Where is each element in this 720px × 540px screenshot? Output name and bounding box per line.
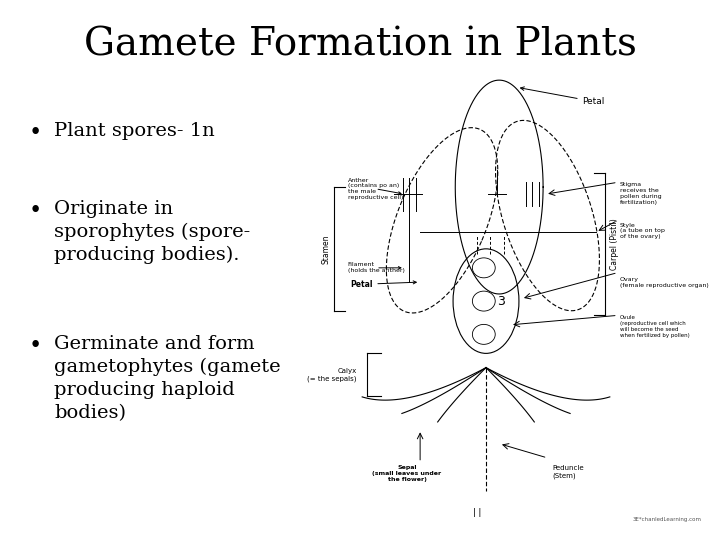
Text: Ovule
(reproductive cell which
will become the seed
when fertilized by pollen): Ovule (reproductive cell which will beco… [620,315,690,338]
Text: Gamete Formation in Plants: Gamete Formation in Plants [84,27,636,64]
Text: Filament
(holds the anther): Filament (holds the anther) [348,262,405,273]
Text: 3E*chanledLearning.com: 3E*chanledLearning.com [632,517,701,522]
Text: Originate in
sporophytes (spore-
producing bodies).: Originate in sporophytes (spore- produci… [54,200,251,264]
Text: Sepal
(small leaves under
the flower): Sepal (small leaves under the flower) [372,465,441,482]
Text: Stamen: Stamen [321,234,330,264]
Text: Calyx
(= the sepals): Calyx (= the sepals) [307,368,356,381]
Text: Petal: Petal [350,280,416,289]
Text: Carpel (Pistil): Carpel (Pistil) [610,218,618,270]
Text: •: • [29,335,42,357]
Text: •: • [29,122,42,144]
Text: Petal: Petal [521,87,605,106]
Text: Plant spores- 1n: Plant spores- 1n [54,122,215,139]
Text: Peduncle
(Stem): Peduncle (Stem) [552,465,583,478]
Text: Style
(a tube on top
of the ovary): Style (a tube on top of the ovary) [620,222,665,239]
Text: | |: | | [473,508,482,517]
Text: 3: 3 [498,295,505,308]
Text: Stigma
receives the
pollen during
fertilization): Stigma receives the pollen during fertil… [620,183,662,205]
Text: Anther
(contains po an)
the male
reproductive cell): Anther (contains po an) the male reprodu… [348,178,403,200]
Text: Ovary
(female reproductive organ): Ovary (female reproductive organ) [620,278,708,288]
Text: •: • [29,200,42,222]
Text: Germinate and form
gametophytes (gamete
producing haploid
bodies): Germinate and form gametophytes (gamete … [54,335,281,422]
